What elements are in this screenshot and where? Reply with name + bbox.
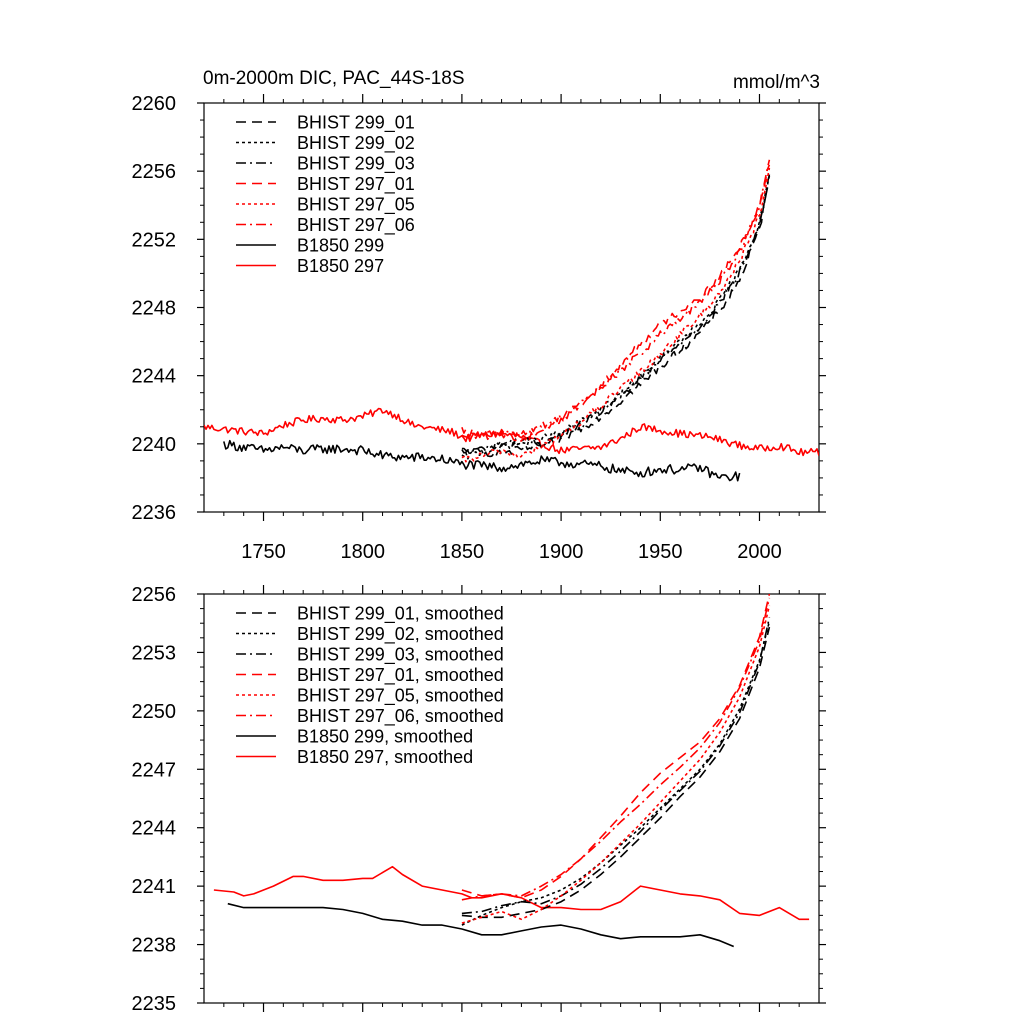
x-tick-label: 1750: [241, 541, 286, 563]
y-tick-label: 2256: [132, 584, 177, 606]
series-group: [213, 594, 810, 948]
x-tick-label: 1850: [440, 541, 485, 563]
y-tick-label: 2260: [132, 93, 177, 115]
legend-label: BHIST 299_02: [297, 133, 415, 154]
series-line-bhist-297-01-smoothed: [461, 594, 771, 899]
legend-label: B1850 297: [297, 256, 384, 276]
series-line-b1850-299-smoothed: [227, 902, 735, 948]
panel-bottom: 2235 2238 2241 2244 2247 2250 2253 2256 BHIST 29…: [132, 584, 826, 1015]
y-tick-label: 2248: [132, 298, 177, 320]
x-tick-label: 1800: [340, 541, 385, 563]
series-line-b1850-297-smoothed: [213, 865, 810, 921]
y-tick-label: 2247: [132, 759, 177, 781]
legend-label: BHIST 299_01: [297, 113, 415, 134]
series-line-bhist-299-01-smoothed: [461, 626, 771, 919]
y-tick-label: 2240: [132, 434, 177, 456]
y-tick-label: 2256: [132, 161, 177, 183]
series-line-bhist-299-02-smoothed: [461, 621, 771, 926]
x-tick-label: 1950: [638, 541, 683, 563]
legend-label: BHIST 297_05, smoothed: [297, 686, 504, 707]
y-tick-label: 2235: [132, 993, 177, 1015]
legend-label: B1850 299, smoothed: [297, 727, 473, 747]
y-tick-label: 2244: [132, 366, 177, 388]
legend-label: BHIST 299_01, smoothed: [297, 604, 504, 625]
chart-title: 0m-2000m DIC, PAC_44S-18S: [203, 68, 465, 89]
y-tick-label: 2244: [132, 818, 177, 840]
legend-label: BHIST 297_06: [297, 215, 415, 236]
x-tick-label: 2000: [737, 541, 782, 563]
series-line-bhist-297-05-smoothed: [461, 605, 771, 924]
y-tick-label: 2241: [132, 876, 177, 898]
panel-top: 2236 2240 2244 2248 2252 2256 2260 1750 1800 1850…: [132, 93, 826, 563]
series-line-bhist-299-03: [461, 174, 771, 454]
y-tick-label: 2252: [132, 229, 177, 251]
series-line-bhist-297-06-smoothed: [461, 597, 771, 901]
y-tick-label: 2238: [132, 935, 177, 957]
series-line-bhist-297-06: [461, 159, 771, 440]
series-line-b1850-299: [223, 439, 741, 482]
legend-label: B1850 297, smoothed: [297, 747, 473, 767]
series-line-bhist-297-05: [461, 167, 771, 463]
x-tick-label: 1900: [539, 541, 584, 563]
legend-label: BHIST 297_01: [297, 174, 415, 195]
legend-label: BHIST 299_02, smoothed: [297, 624, 504, 645]
series-line-bhist-299-01: [461, 182, 771, 459]
legend-label: B1850 299: [297, 236, 384, 256]
y-tick-label: 2253: [132, 642, 177, 664]
series-line-bhist-297-01: [461, 164, 771, 443]
legend-label: BHIST 299_03, smoothed: [297, 645, 504, 666]
legend-label: BHIST 297_01, smoothed: [297, 665, 504, 686]
y-tick-label: 2236: [132, 502, 177, 524]
legend-label: BHIST 297_06, smoothed: [297, 706, 504, 727]
series-line-bhist-299-02: [461, 175, 771, 460]
legend-label: BHIST 299_03: [297, 154, 415, 175]
legend-label: BHIST 297_05: [297, 195, 415, 216]
units-label: mmol/m^3: [733, 72, 820, 93]
series-line-bhist-299-03-smoothed: [461, 617, 771, 915]
y-tick-label: 2250: [132, 701, 177, 723]
series-group: [204, 159, 819, 482]
